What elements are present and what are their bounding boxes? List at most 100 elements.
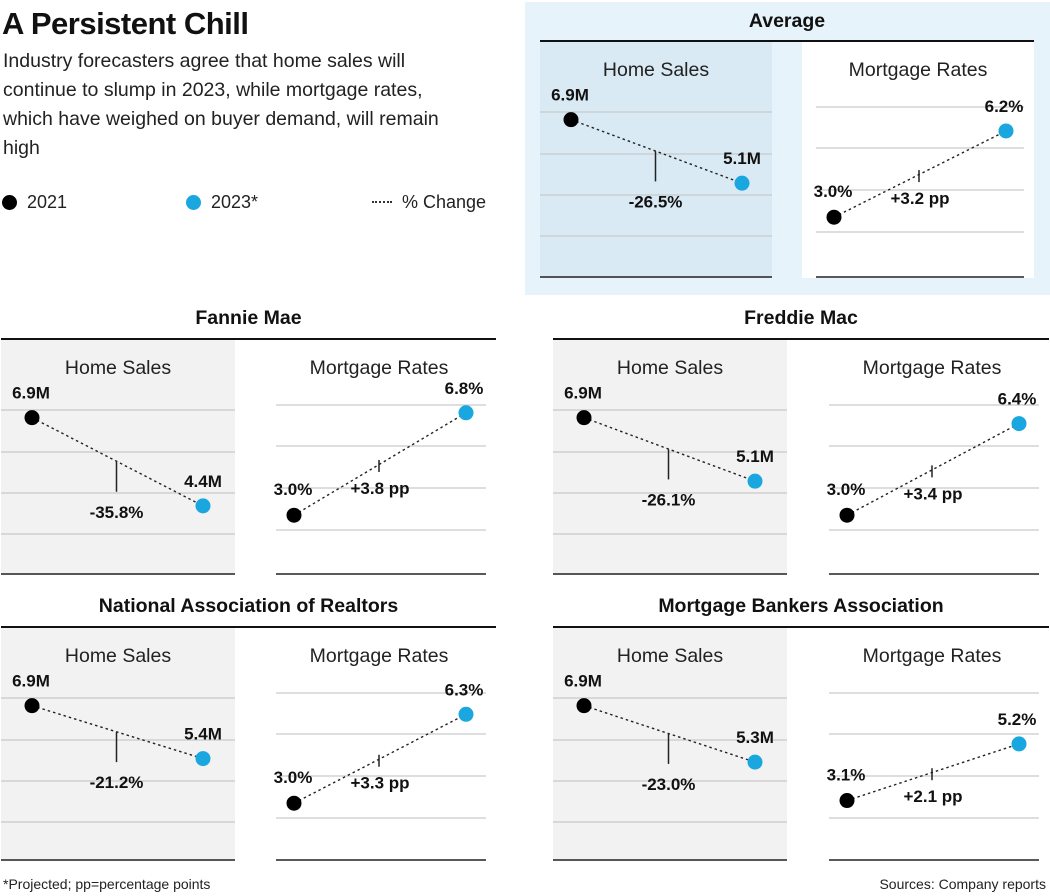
value-label-2023: 6.8% <box>445 379 484 398</box>
legend-item-change: % Change <box>372 192 486 213</box>
panel-title: Mortgage Rates <box>309 357 449 379</box>
value-label-2023: 6.2% <box>985 97 1024 116</box>
point-2023 <box>747 754 763 770</box>
legend-dash-swatch <box>372 200 392 203</box>
home-sales-panel: Home Sales 6.9M 5.1M -26.1% <box>553 340 787 575</box>
panel-plot: 6.9M 4.4M -35.8% <box>1 384 235 575</box>
value-label-2021: 6.9M <box>12 672 50 691</box>
value-label-2023: 5.4M <box>184 725 222 744</box>
value-label-2023: 5.2% <box>998 710 1037 729</box>
panel-plot: 3.0% 6.3% +3.3 pp <box>274 680 486 861</box>
change-label: -26.5% <box>629 192 683 211</box>
value-label-2021: 3.0% <box>274 480 313 499</box>
change-label: +2.1 pp <box>903 787 962 806</box>
value-label-2023: 5.3M <box>736 728 774 747</box>
value-label-2021: 3.0% <box>274 768 313 787</box>
point-2023 <box>195 751 211 767</box>
panel-plot: 3.0% 6.4% +3.4 pp <box>827 390 1039 575</box>
group-title-rule <box>1 626 496 628</box>
change-label: +3.8 pp <box>350 479 409 498</box>
group-title-rule <box>540 40 1034 42</box>
value-label-2023: 5.1M <box>723 149 761 168</box>
chart-title: A Persistent Chill <box>2 6 249 41</box>
change-label: -21.2% <box>90 773 144 792</box>
chart-subtitle: Industry forecasters agree that home sal… <box>3 50 439 159</box>
panel-title: Mortgage Rates <box>309 645 449 667</box>
point-2023 <box>1011 736 1027 752</box>
group-title: Mortgage Bankers Association <box>658 595 944 617</box>
group-title: Average <box>748 10 826 32</box>
value-label-2021: 3.0% <box>814 182 853 201</box>
panel-plot: 3.1% 5.2% +2.1 pp <box>827 692 1039 861</box>
value-label-2023: 5.1M <box>736 447 774 466</box>
change-connector <box>583 416 756 482</box>
footnote: *Projected; pp=percentage points <box>3 876 211 892</box>
change-label: +3.2 pp <box>890 189 949 208</box>
point-2023 <box>195 498 211 514</box>
point-2021 <box>286 507 302 523</box>
group-title: National Association of Realtors <box>98 595 399 617</box>
panel-title: Mortgage Rates <box>862 645 1002 667</box>
legend-item-2023: 2023* <box>186 192 258 213</box>
point-2021 <box>576 410 592 426</box>
panel-plot: 3.0% 6.2% +3.2 pp <box>814 97 1024 278</box>
legend-item-2021: 2021 <box>2 192 67 213</box>
group-title-rule <box>1 338 496 340</box>
change-connector <box>833 130 1007 218</box>
mortgage-rates-panel: Mortgage Rates 3.0% 6.2% +3.2 pp <box>802 42 1034 278</box>
point-2021 <box>839 507 855 523</box>
change-connector <box>31 417 204 507</box>
point-2023 <box>458 405 474 421</box>
value-label-2021: 6.9M <box>564 672 602 691</box>
value-label-2021: 3.1% <box>827 766 866 785</box>
home-sales-panel: Home Sales 6.9M 5.4M -21.2% <box>1 628 235 861</box>
panel-plot: 3.0% 6.8% +3.8 pp <box>274 379 486 575</box>
change-connector <box>583 704 756 763</box>
point-2023 <box>747 473 763 489</box>
home-sales-panel: Home Sales 6.9M 5.3M -23.0% <box>553 628 787 861</box>
value-label-2021: 6.9M <box>12 384 50 403</box>
panel-title: Home Sales <box>616 645 724 667</box>
legend-label-change: % Change <box>402 192 487 212</box>
change-label: -23.0% <box>642 775 696 794</box>
change-connector <box>293 412 467 516</box>
group-title: Fannie Mae <box>195 307 302 329</box>
point-2021 <box>24 698 40 714</box>
mortgage-rates-panel: Mortgage Rates 3.0% 6.3% +3.3 pp <box>262 628 496 861</box>
point-2021 <box>286 795 302 811</box>
change-label: -35.8% <box>90 503 144 522</box>
panel-plot: 6.9M 5.1M -26.5% <box>540 86 772 278</box>
value-label-2023: 6.4% <box>998 390 1037 409</box>
change-connector <box>31 704 204 760</box>
home-sales-panel: Home Sales 6.9M 4.4M -35.8% <box>1 340 235 575</box>
mortgage-rates-panel: Mortgage Rates 3.0% 6.4% +3.4 pp <box>815 340 1049 575</box>
point-2021 <box>839 793 855 809</box>
panel-title: Home Sales <box>64 645 172 667</box>
point-2021 <box>24 410 40 426</box>
panel-title: Home Sales <box>602 59 710 81</box>
panel-plot: 6.9M 5.4M -21.2% <box>1 672 235 861</box>
point-2021 <box>563 112 579 128</box>
point-2023 <box>1011 416 1027 432</box>
point-2021 <box>826 209 842 225</box>
value-label-2021: 6.9M <box>564 384 602 403</box>
change-connector <box>846 743 1020 802</box>
point-2021 <box>576 698 592 714</box>
value-label-2023: 4.4M <box>184 472 222 491</box>
value-label-2021: 3.0% <box>827 480 866 499</box>
change-connector <box>293 713 467 804</box>
legend-swatch-2021 <box>2 195 17 210</box>
legend-label-2023: 2023* <box>211 192 259 212</box>
change-label: +3.3 pp <box>350 774 409 793</box>
group-title-rule <box>553 626 1049 628</box>
point-2023 <box>998 123 1014 139</box>
home-sales-panel: Home Sales 6.9M 5.1M -26.5% <box>540 42 772 278</box>
point-2023 <box>458 706 474 722</box>
change-connector <box>570 118 743 184</box>
point-2023 <box>734 175 750 191</box>
source-note: Sources: Company reports <box>879 876 1046 892</box>
legend-swatch-2023 <box>186 195 201 210</box>
panel-plot: 6.9M 5.1M -26.1% <box>553 384 787 575</box>
panel-title: Mortgage Rates <box>848 59 988 81</box>
panel-plot: 6.9M 5.3M -23.0% <box>553 672 787 861</box>
